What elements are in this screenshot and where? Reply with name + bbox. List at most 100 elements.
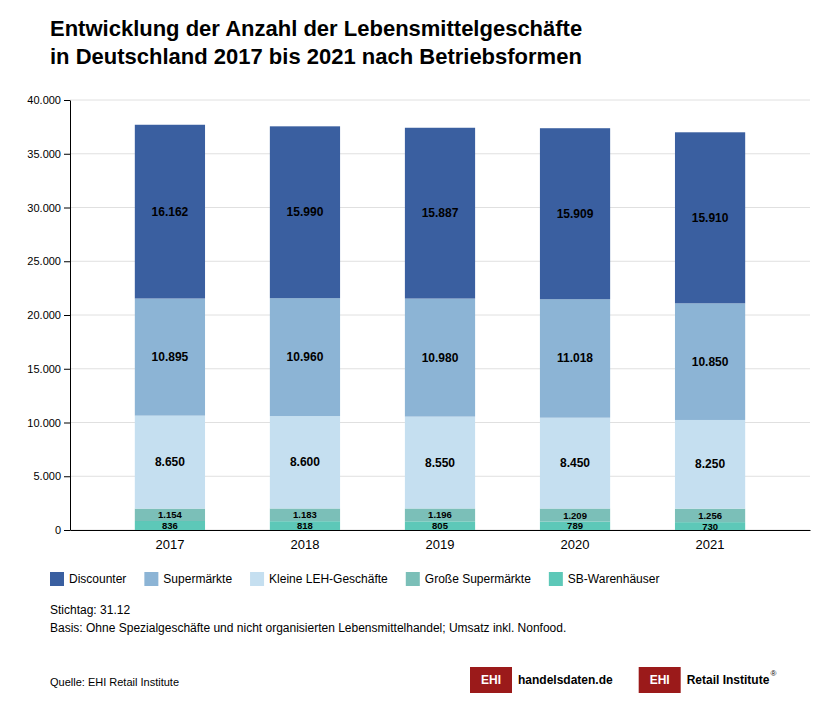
bar (270, 416, 340, 508)
bar (135, 416, 205, 509)
bar (675, 509, 745, 523)
data-label: 8.250 (695, 457, 725, 471)
legend-label: Große Supermärkte (425, 572, 531, 586)
bar (135, 125, 205, 299)
legend: Discounter Supermärkte Kleine LEH-Geschäft… (50, 572, 659, 586)
tick-label: 2017 (155, 537, 184, 552)
bar (405, 417, 475, 509)
tick: 25.000 (27, 255, 70, 267)
legend-item: Kleine LEH-Geschäfte (250, 572, 388, 586)
bar (540, 128, 610, 299)
tick: 2018 (291, 530, 320, 552)
legend-label: Kleine LEH-Geschäfte (269, 572, 388, 586)
tick-label: 2018 (291, 537, 320, 552)
data-label: 836 (162, 520, 178, 531)
bars (135, 125, 745, 530)
tick-mark (64, 208, 70, 209)
data-label: 15.887 (422, 206, 459, 220)
series (135, 416, 745, 509)
series (135, 508, 745, 522)
bar (405, 128, 475, 299)
data-label: 1.256 (698, 510, 722, 521)
data-label: 1.183 (293, 509, 317, 520)
bar (675, 420, 745, 509)
data-label: 8.600 (290, 455, 320, 469)
bar (270, 298, 340, 416)
tick: 2017 (155, 530, 184, 552)
data-label: 789 (567, 520, 583, 531)
data-label: 730 (702, 521, 718, 532)
tick: 5.000 (33, 470, 70, 482)
legend-label: Discounter (69, 572, 126, 586)
title: Entwicklung der Anzahl der Lebensmittelg… (50, 16, 582, 41)
data-label: 8.550 (425, 456, 455, 470)
bar (270, 126, 340, 298)
logos: EHIhandelsdaten.deEHIRetail Institute® (470, 667, 776, 693)
logo-text: handelsdaten.de (518, 673, 613, 687)
tick-mark (64, 100, 70, 101)
data-label: 10.895 (152, 350, 189, 364)
tick-label: 15.000 (27, 363, 61, 375)
tick-label: 30.000 (27, 202, 61, 214)
tick: 10.000 (27, 417, 70, 429)
tick-mark (64, 369, 70, 370)
logo-text: EHI (481, 673, 501, 687)
y-axis: 0 5.000 10.000 15.000 20.000 25.000 30.000 35.0… (27, 94, 70, 536)
tick-mark (64, 476, 70, 477)
grid (70, 100, 810, 530)
legend-item: Discounter (50, 572, 126, 586)
legend-swatch (144, 572, 158, 586)
tick: 15.000 (27, 363, 70, 375)
tick: 40.000 (27, 94, 70, 106)
bar (405, 299, 475, 417)
tick-mark (64, 261, 70, 262)
tick: 30.000 (27, 202, 70, 214)
note: Basis: Ohne Spezialgeschäfte und nicht o… (50, 621, 566, 635)
tick-label: 35.000 (27, 148, 61, 160)
data-label: 8.650 (155, 455, 185, 469)
legend-item: Große Supermärkte (406, 572, 531, 586)
tick: 2021 (696, 530, 725, 552)
tick-label: 40.000 (27, 94, 61, 106)
legend-item: Supermärkte (144, 572, 232, 586)
series (135, 125, 745, 304)
note: Stichtag: 31.12 (50, 603, 130, 617)
bar (540, 509, 610, 522)
bar (540, 418, 610, 509)
logo-box (470, 667, 512, 693)
data-label: 15.910 (692, 211, 729, 225)
data-label: 16.162 (152, 205, 189, 219)
logo-mark: ® (770, 669, 776, 678)
data-labels: 8368188057897301.1541.1831.1961.2091.256… (152, 205, 729, 532)
bar (675, 303, 745, 420)
tick: 0 (55, 524, 70, 536)
legend-swatch (250, 572, 264, 586)
grid-line (70, 100, 810, 101)
bar (270, 508, 340, 521)
data-label: 1.154 (158, 509, 182, 520)
tick: 35.000 (27, 148, 70, 160)
tick-mark (64, 530, 70, 531)
bar (675, 132, 745, 303)
data-label: 8.450 (560, 456, 590, 470)
annotations: Stichtag: 31.12 Basis: Ohne Spezialgeschä… (50, 603, 566, 688)
chart: Entwicklung der Anzahl der Lebensmittelg… (0, 0, 840, 701)
tick: 2019 (426, 530, 455, 552)
bar (135, 509, 205, 521)
legend-swatch (50, 572, 64, 586)
axis-line (70, 101, 71, 531)
bar (135, 298, 205, 415)
legend-swatch (549, 572, 563, 586)
data-label: 10.960 (287, 350, 324, 364)
tick-label: 20.000 (27, 309, 61, 321)
source: Quelle: EHI Retail Institute (50, 676, 179, 688)
series (135, 298, 745, 420)
data-label: 1.196 (428, 509, 452, 520)
tick-mark (64, 315, 70, 316)
tick: 2020 (561, 530, 590, 552)
data-label: 15.990 (287, 205, 324, 219)
data-label: 805 (432, 520, 449, 531)
legend-label: SB-Warenhäuser (568, 572, 660, 586)
tick-label: 10.000 (27, 417, 61, 429)
legend-swatch (406, 572, 420, 586)
